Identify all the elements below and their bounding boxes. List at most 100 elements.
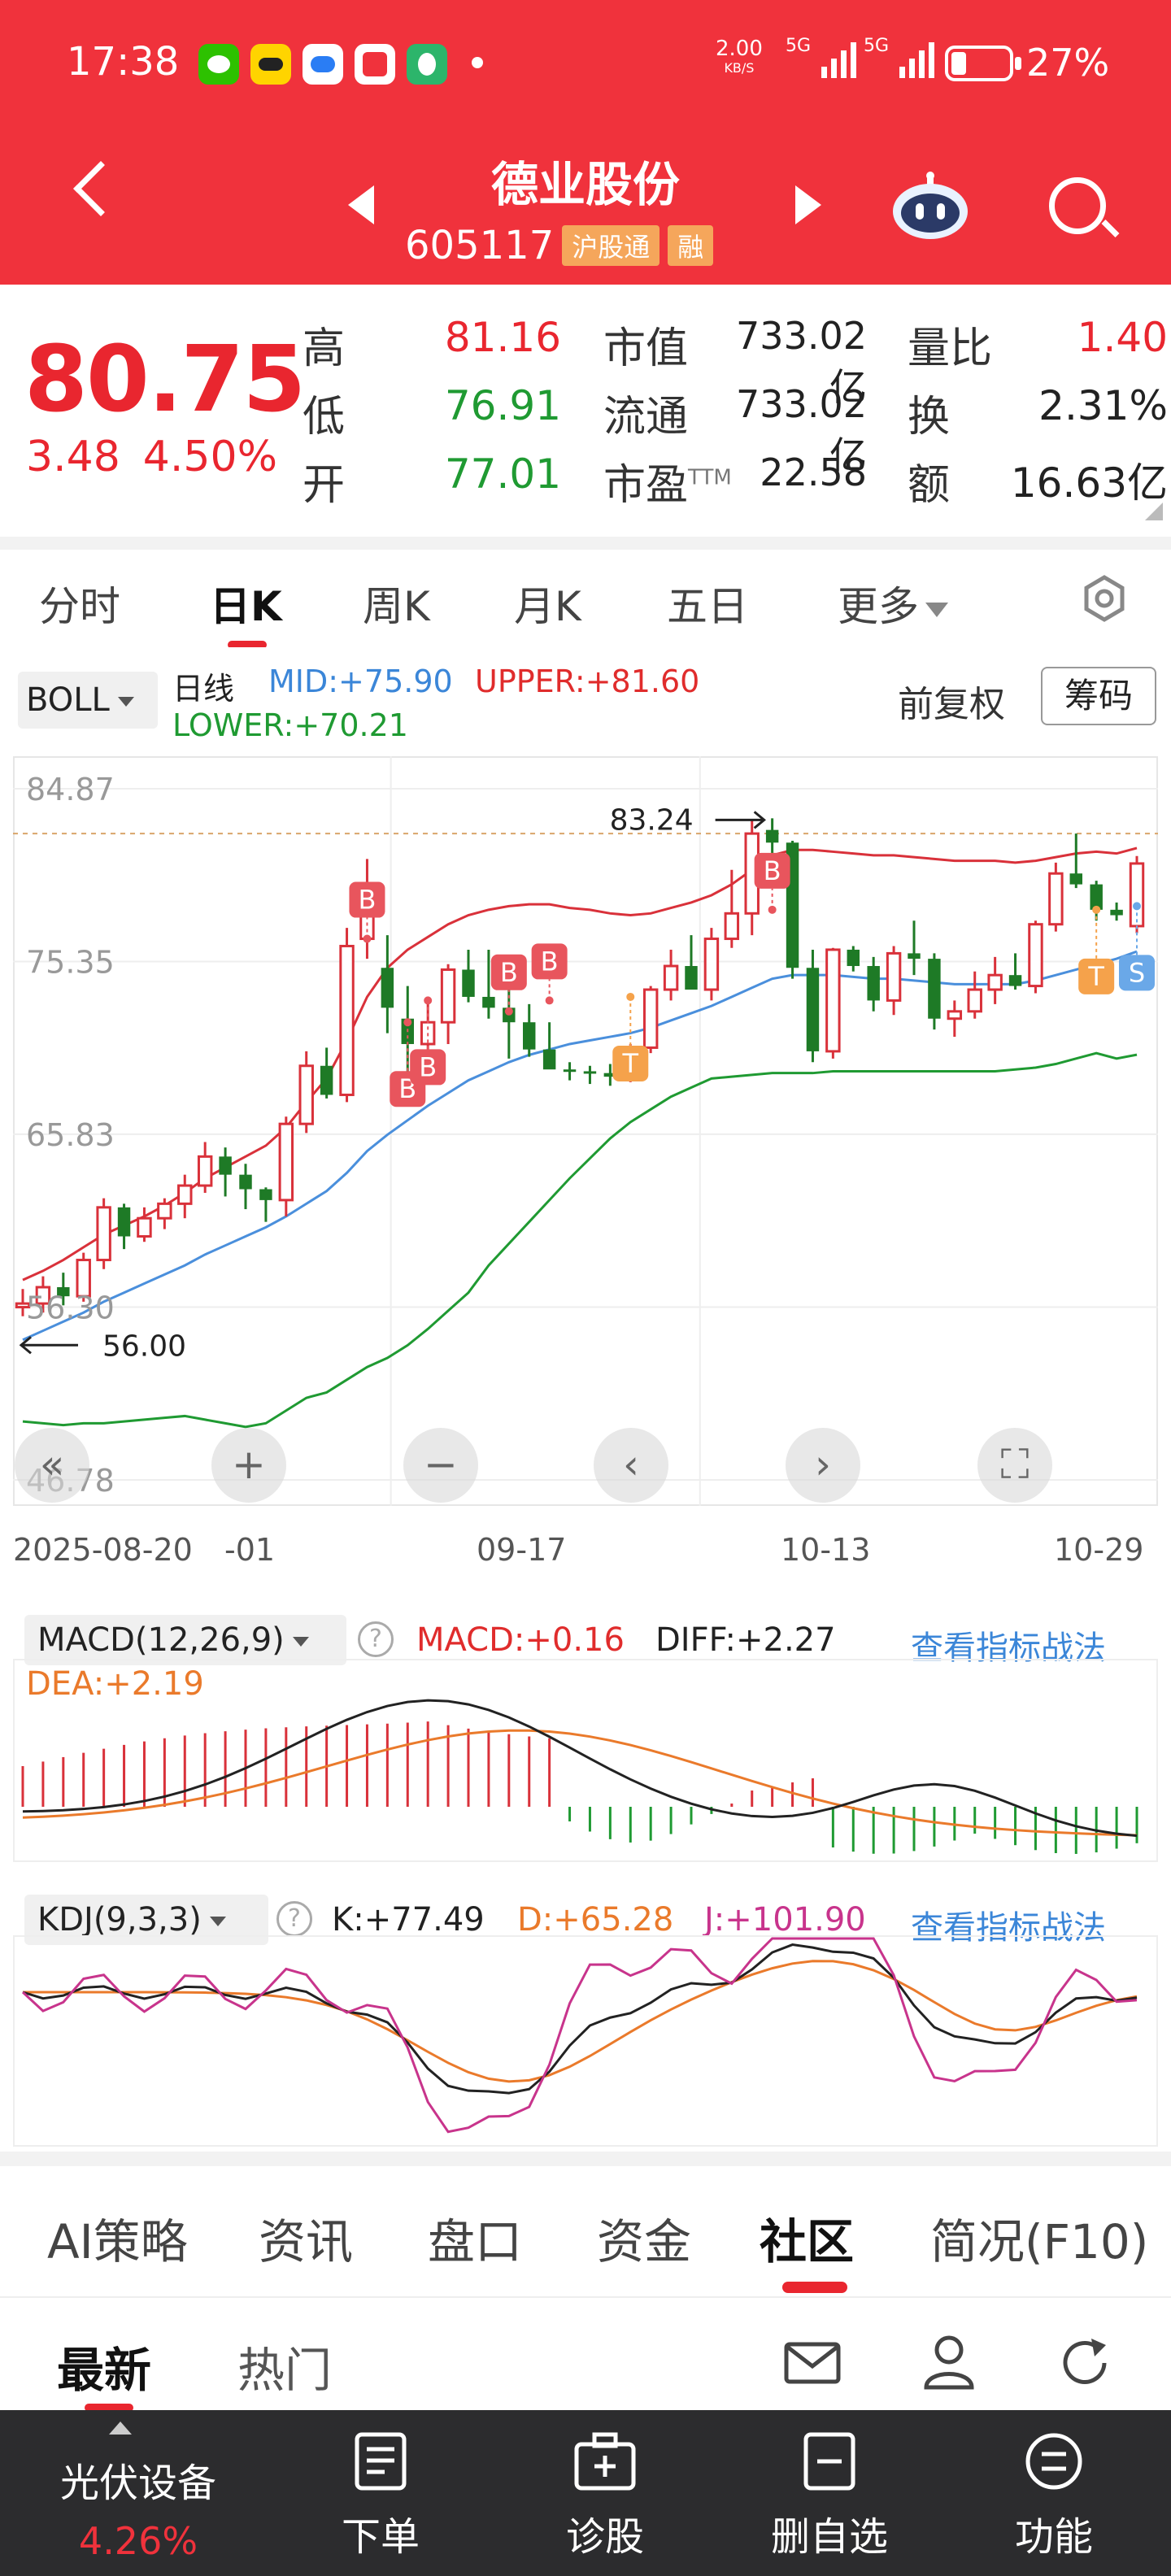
scroll-right-button[interactable]: › [786,1428,860,1503]
adjust-mode-button[interactable]: 前复权 [898,684,1005,725]
back-icon[interactable] [73,161,128,216]
sector-quote[interactable]: 光伏设备 4.26% [24,2443,252,2563]
candle-body [157,1202,172,1220]
zoom-in-icon: + [232,1441,266,1488]
candle-body [847,949,860,967]
stock-code-row: 605117 沪股通 融 [405,221,763,270]
content-tabs: AI策略 资讯 盘口 资金 社区 简况(F10) [0,2166,1171,2296]
candle-body [603,1073,617,1077]
marker-badge [612,1045,649,1081]
candle-body [583,1071,597,1074]
tab-monthly-k[interactable]: 月K [514,583,581,630]
marker-badge [754,852,790,889]
amount-label: 额 [908,461,951,510]
zoom-out-button[interactable]: − [403,1428,478,1503]
kdj-j-line [21,1937,1138,2134]
candle-body [15,1302,31,1309]
user-icon[interactable] [922,2334,976,2391]
candle-body [886,951,902,1002]
macd-strategy-link[interactable]: 查看指标战法 [911,1630,1106,1667]
min-arrow-head [19,1336,32,1355]
candle-body [1048,872,1064,926]
x-tick-label: -01 [224,1532,276,1568]
tab-hot[interactable]: 热门 [237,2343,333,2398]
candle-body [908,953,921,959]
expand-corner-icon[interactable] [1145,503,1163,520]
expand-up-icon[interactable] [109,2422,132,2435]
price-change: 3.48 4.50% [26,433,300,481]
candlestick-chart[interactable]: BBBBBTBTS84.8775.3565.8356.3046.7883.245… [13,756,1158,1529]
prev-stock-icon[interactable] [348,185,374,224]
tab-ai-strategy[interactable]: AI策略 [47,2214,188,2269]
zoom-in-button[interactable]: + [211,1428,286,1503]
scroll-left-button[interactable]: ‹ [594,1428,668,1503]
marker-dot [504,1007,513,1016]
marker-badge [410,1049,446,1086]
indicator-select[interactable]: BOLL [18,672,158,729]
candle-body [1129,862,1145,928]
chevron-down-icon [925,602,948,617]
tab-news[interactable]: 资讯 [259,2214,354,2269]
open-value: 77.01 [444,450,561,498]
mail-icon[interactable] [784,2342,841,2384]
nav-diagnose[interactable]: 诊股 [524,2431,686,2561]
candle-body [440,968,456,1024]
candle-body [239,1174,252,1190]
tab-order-book[interactable]: 盘口 [428,2214,523,2269]
kdj-name: KDJ(9,3,3) [37,1901,226,1939]
help-icon[interactable]: ? [276,1901,312,1937]
chart-frame [13,756,1158,1506]
pe-label: 市盈TTM [603,461,732,510]
kdj-d-line [22,1960,1138,2083]
marker-dot [424,996,433,1005]
ai-robot-icon[interactable] [890,171,971,241]
marker-dot [545,996,554,1005]
x-tick-label: 10-29 [1054,1532,1144,1568]
candle-body [76,1259,91,1298]
boll-mid-line [22,950,1138,1342]
tab-five-day[interactable]: 五日 [667,583,748,630]
chart-settings-icon[interactable] [1080,574,1129,623]
fullscreen-button[interactable]: ⛶ [977,1428,1052,1503]
tab-weekly-k[interactable]: 周K [363,583,430,630]
candle-body [96,1206,111,1262]
nav-place-order[interactable]: 下单 [299,2431,462,2561]
next-stock-icon[interactable] [795,185,821,224]
caret-down-icon [117,697,134,707]
tab-timeshare[interactable]: 分时 [39,583,120,630]
tab-more[interactable]: 更多 [838,574,948,633]
douyin-box-icon [355,44,395,85]
float-label: 流通 [603,393,689,442]
tab-daily-k[interactable]: 日K [210,583,282,630]
scroll-left-fast-button[interactable]: « [15,1428,89,1503]
scroll-right-icon: › [815,1441,831,1488]
tab-f10[interactable]: 简况(F10) [930,2214,1149,2269]
candle-body [703,938,720,991]
candle-body [987,973,1003,991]
chip-distribution-button[interactable]: 筹码 [1041,667,1156,725]
pe-value: 22.58 [760,450,867,494]
kdj-strategy-link[interactable]: 查看指标战法 [911,1909,1106,1947]
marker-label: B [419,1051,437,1082]
tab-capital[interactable]: 资金 [597,2214,692,2269]
help-icon[interactable]: ? [358,1621,394,1657]
low-value: 76.91 [444,382,561,429]
battery-percent: 27% [1026,41,1110,85]
macd-name: MACD(12,26,9) [37,1621,309,1659]
x-tick-label: 10-13 [781,1532,871,1568]
menu-circle-icon [1025,2433,1082,2490]
y-tick-label: 84.87 [26,772,115,807]
nav-functions[interactable]: 功能 [973,2431,1135,2561]
float-value: 733.02亿 [736,382,867,477]
turnover-value: 2.31% [1038,382,1168,429]
marker-dot [363,934,372,943]
tab-community[interactable]: 社区 [760,2214,855,2269]
tab-latest[interactable]: 最新 [57,2343,152,2398]
candle-body [197,1155,213,1187]
nav-remove-watchlist[interactable]: 删自选 [748,2431,911,2561]
search-icon[interactable] [1049,177,1106,234]
refresh-icon[interactable] [1057,2335,1112,2391]
y-tick-label: 75.35 [26,944,115,980]
kdj-frame [13,1935,1158,2147]
marker-label: B [541,946,559,977]
